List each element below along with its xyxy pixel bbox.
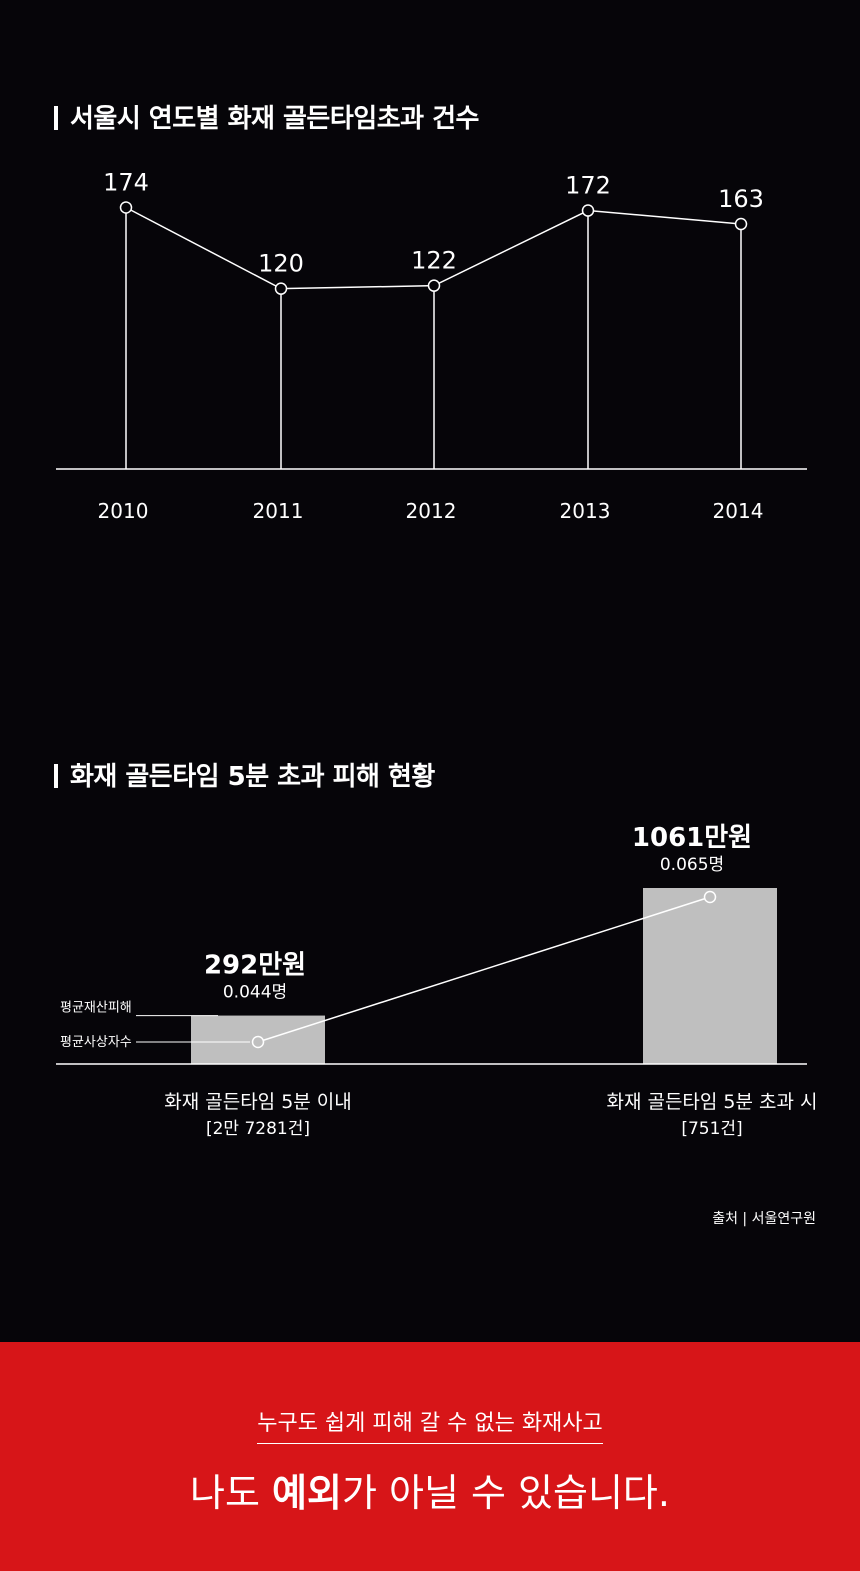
legend-label-casualty: 평균사상자수 xyxy=(60,1035,132,1050)
bar-chart-title-text: 화재 골든타임 5분 초과 피해 현황 xyxy=(70,762,435,792)
x-tick-label-2012: 2012 xyxy=(406,499,457,523)
x-tick-label-2010: 2010 xyxy=(98,499,149,523)
banner-headline: 나도 예외가 아닐 수 있습니다. xyxy=(0,1462,860,1517)
title-bar-icon xyxy=(54,764,58,788)
category-label-2: 화재 골든타임 5분 초과 시 xyxy=(606,1091,817,1113)
bar-chart-title: 화재 골든타임 5분 초과 피해 현황 xyxy=(54,756,435,793)
line-value-label-2: 0.065명 xyxy=(660,855,724,875)
legend-label-property: 평균재산피해 xyxy=(60,1001,132,1016)
bar-value-label-2: 1061만원 xyxy=(632,823,752,853)
bottom-banner xyxy=(0,1342,860,1571)
banner-headline-bold: 예외 xyxy=(272,1471,342,1515)
category-count-2: [751건] xyxy=(681,1119,742,1139)
casualty-line xyxy=(257,896,711,1043)
line-chart-title-text: 서울시 연도별 화재 골든타임초과 건수 xyxy=(70,104,479,134)
data-point-2011 xyxy=(274,282,288,295)
banner-headline-post: 가 아닐 수 있습니다. xyxy=(341,1471,670,1515)
data-label-2011: 120 xyxy=(258,250,304,278)
bar-value-label-1: 292만원 xyxy=(204,951,306,981)
source-note: 출처 | 서울연구원 xyxy=(712,1211,816,1227)
data-label-2012: 122 xyxy=(411,247,457,275)
data-point-2013 xyxy=(581,204,595,217)
line-chart: 174 2010 120 2011 122 2012 172 2013 163 2014 xyxy=(56,169,807,523)
banner-subtitle-text: 누구도 쉽게 피해 갈 수 없는 화재사고 xyxy=(257,1405,603,1444)
banner-headline-pre: 나도 xyxy=(190,1471,273,1515)
data-point-2014 xyxy=(734,217,748,231)
data-label-2014: 163 xyxy=(718,185,764,213)
category-count-1: [2만 7281건] xyxy=(206,1119,310,1139)
x-tick-label-2013: 2013 xyxy=(560,499,611,523)
line-value-label-1: 0.044명 xyxy=(223,983,287,1003)
casualty-point-1 xyxy=(251,1035,265,1049)
category-label-1: 화재 골든타임 5분 이내 xyxy=(164,1091,352,1113)
bar-2 xyxy=(643,888,777,1064)
data-point-2010 xyxy=(119,201,133,214)
title-bar-icon xyxy=(54,106,58,130)
data-label-2010: 174 xyxy=(103,169,149,197)
data-point-2012 xyxy=(427,279,441,292)
data-label-2013: 172 xyxy=(565,172,611,200)
x-tick-label-2014: 2014 xyxy=(713,499,764,523)
line-chart-title: 서울시 연도별 화재 골든타임초과 건수 xyxy=(54,98,479,135)
x-tick-label-2011: 2011 xyxy=(253,499,304,523)
banner-subtitle: 누구도 쉽게 피해 갈 수 없는 화재사고 xyxy=(0,1405,860,1444)
casualty-point-2 xyxy=(703,890,717,904)
